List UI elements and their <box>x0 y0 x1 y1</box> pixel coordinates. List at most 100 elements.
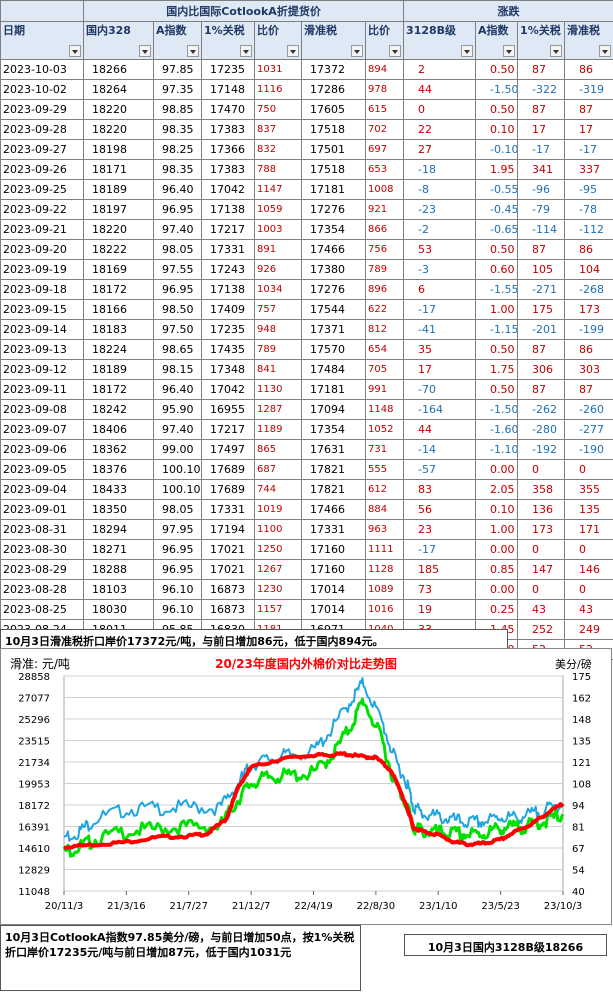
cell-chg-sliding-tax: 171 <box>564 519 613 540</box>
filter-dropdown-icon[interactable] <box>351 45 363 57</box>
cell-chg-a-index: 0.50 <box>475 339 519 360</box>
filter-dropdown-icon[interactable] <box>139 45 151 57</box>
right-tick-label: 148 <box>572 715 591 726</box>
cell-chg-a-index: 0.00 <box>475 579 519 600</box>
cell-chg-tariff: -114 <box>517 219 566 240</box>
left-tick-label: 23515 <box>18 737 50 748</box>
cell-chg-a-index: 0.60 <box>475 259 519 280</box>
filter-dropdown-icon[interactable] <box>389 45 402 57</box>
filter-dropdown-icon[interactable] <box>599 45 612 57</box>
cell-chg-tariff: 87 <box>517 379 566 400</box>
cell-ratio-1: 788 <box>254 159 302 180</box>
cell-chg-tariff: 173 <box>517 519 566 540</box>
cell-chg-3128b: 23 <box>403 519 477 540</box>
cell-sliding-tax: 17518 <box>301 159 366 180</box>
cell-sliding-tax: 17160 <box>301 539 366 560</box>
cell-chg-sliding-tax: 43 <box>564 599 613 620</box>
series-group <box>62 677 565 858</box>
right-tick-label: 40 <box>572 887 585 898</box>
filter-dropdown-icon[interactable] <box>240 45 252 57</box>
left-tick-label: 25296 <box>18 715 50 726</box>
cell-chg-sliding-tax: -199 <box>564 319 613 340</box>
cell-a-index: 97.50 <box>153 319 202 340</box>
cell-a-index: 96.95 <box>153 199 202 220</box>
x-tick-label: 21/12/7 <box>232 901 271 912</box>
cell-ratio-1: 1157 <box>254 599 302 620</box>
cell-sliding-tax: 17484 <box>301 359 366 380</box>
cell-domestic-328: 18406 <box>83 419 154 440</box>
filter-dropdown-icon[interactable] <box>550 45 563 57</box>
filter-dropdown-icon[interactable] <box>287 45 299 57</box>
cell-chg-tariff: -322 <box>517 79 566 100</box>
cell-chg-3128b: -70 <box>403 379 477 400</box>
group-header-change: 涨跌 <box>403 0 613 22</box>
cell-chg-a-index: -1.50 <box>475 79 519 100</box>
right-tick-label: 121 <box>572 758 591 769</box>
cell-tariff-1pct: 16873 <box>201 599 255 620</box>
left-axis-ticks: 28858 27077 25296 23515 21734 19953 18172 16391… <box>18 672 50 898</box>
cell-ratio-1: 1189 <box>254 419 302 440</box>
cell-ratio-2: 555 <box>364 459 405 480</box>
cell-chg-tariff: 136 <box>517 499 566 520</box>
cell-chg-3128b: 2 <box>403 59 477 80</box>
cell-date: 2023-10-02 <box>0 79 84 100</box>
cell-chg-sliding-tax: 249 <box>564 619 613 640</box>
filter-dropdown-icon[interactable] <box>461 45 474 57</box>
cell-ratio-2: 731 <box>364 439 405 460</box>
right-axis-label: 美分/磅 <box>555 657 592 671</box>
cell-chg-sliding-tax: -319 <box>564 79 613 100</box>
cell-tariff-1pct: 17497 <box>201 439 255 460</box>
x-tick-label: 23/10/3 <box>544 901 583 912</box>
cell-date: 2023-09-28 <box>0 119 84 140</box>
right-tick-label: 162 <box>572 694 591 705</box>
cell-tariff-1pct: 17148 <box>201 79 255 100</box>
column-header-label: 1%关税 <box>520 24 561 37</box>
cell-ratio-1: 891 <box>254 239 302 260</box>
cell-chg-3128b: -164 <box>403 399 477 420</box>
cell-chg-3128b: 35 <box>403 339 477 360</box>
cell-chg-3128b: -18 <box>403 159 477 180</box>
x-tick-label: 23/5/23 <box>481 901 520 912</box>
cell-ratio-1: 841 <box>254 359 302 380</box>
cell-ratio-1: 1031 <box>254 59 302 80</box>
cell-date: 2023-09-05 <box>0 459 84 480</box>
cell-chg-3128b: 44 <box>403 419 477 440</box>
cell-ratio-1: 1267 <box>254 559 302 580</box>
table-row: 2023-09-01 18350 98.05 17331 1019 17466 884 56 0… <box>0 499 613 520</box>
cell-date: 2023-08-25 <box>0 599 84 620</box>
cell-domestic-328: 18172 <box>83 279 154 300</box>
cell-a-index: 98.25 <box>153 139 202 160</box>
table-row: 2023-09-08 18242 95.90 16955 1287 17094 1148 -1… <box>0 399 613 420</box>
cell-ratio-2: 622 <box>364 299 405 320</box>
cell-a-index: 97.85 <box>153 59 202 80</box>
column-header-label: 滑准税 <box>567 24 601 37</box>
table-row: 2023-09-26 18171 98.35 17383 788 17518 653 -18 1… <box>0 159 613 180</box>
column-header-label: 1%关税 <box>204 24 245 37</box>
cell-sliding-tax: 17331 <box>301 519 366 540</box>
column-header-chg-a-index: A指数 <box>475 21 519 60</box>
series-line-domestic <box>63 751 565 850</box>
filter-dropdown-icon[interactable] <box>503 45 516 57</box>
filter-dropdown-icon[interactable] <box>69 45 81 57</box>
cell-chg-3128b: 17 <box>403 359 477 380</box>
cell-chg-tariff: 87 <box>517 99 566 120</box>
cell-sliding-tax: 17821 <box>301 459 366 480</box>
cell-a-index: 96.95 <box>153 279 202 300</box>
cell-a-index: 96.40 <box>153 379 202 400</box>
cell-chg-a-index: 0.50 <box>475 59 519 80</box>
cell-date: 2023-10-03 <box>0 59 84 80</box>
cell-chg-sliding-tax: -190 <box>564 439 613 460</box>
cell-a-index: 97.95 <box>153 519 202 540</box>
cell-ratio-1: 687 <box>254 459 302 480</box>
cell-tariff-1pct: 17243 <box>201 259 255 280</box>
cell-a-index: 96.10 <box>153 599 202 620</box>
filter-dropdown-icon[interactable] <box>187 45 199 57</box>
cell-domestic-328: 18189 <box>83 179 154 200</box>
cell-date: 2023-09-18 <box>0 279 84 300</box>
cell-a-index: 97.35 <box>153 79 202 100</box>
cell-date: 2023-09-07 <box>0 419 84 440</box>
cell-a-index: 99.00 <box>153 439 202 460</box>
column-header-chg-sliding-tax: 滑准税 <box>564 21 613 60</box>
x-tick-label: 22/8/30 <box>357 901 396 912</box>
cell-date: 2023-09-08 <box>0 399 84 420</box>
